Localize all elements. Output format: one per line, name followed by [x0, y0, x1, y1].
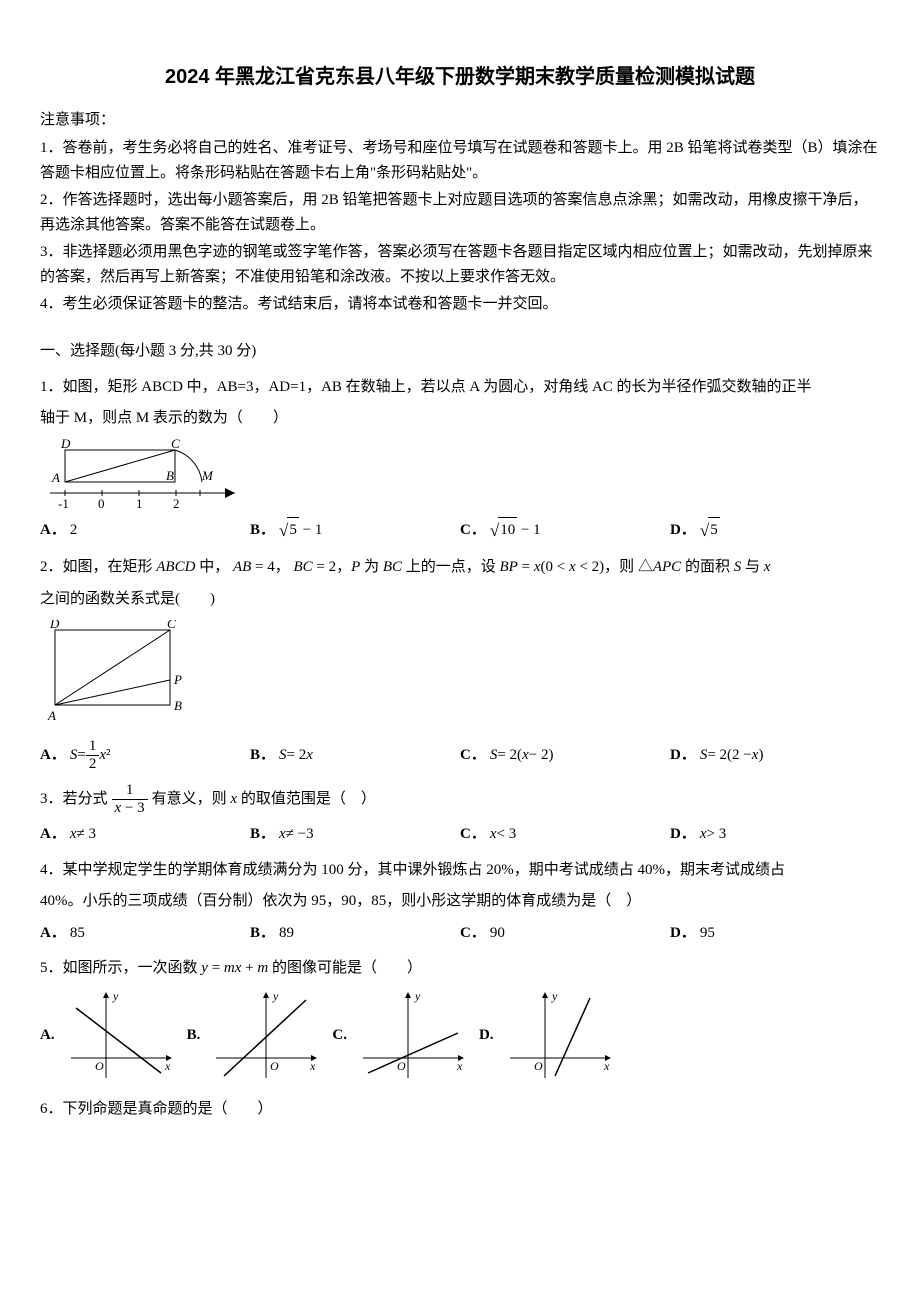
q1-options: A．2 B．5 − 1 C．10 − 1 D．5 — [40, 517, 880, 546]
q1-text-b: 轴于 M，则点 M 表示的数为（ ） — [40, 406, 880, 432]
q2-options: A． S = 12x² B．S = 2x C．S = 2(x − 2) D．S … — [40, 738, 880, 772]
q2-opt-a: A． S = 12x² — [40, 738, 250, 772]
q4-text-b: 40%。小乐的三项成绩（百分制）依次为 95，90，85，则小彤这学期的体育成绩… — [40, 889, 880, 915]
notice-4: 4．考生必须保证答题卡的整洁。考试结束后，请将本试卷和答题卡一并交回。 — [40, 292, 880, 318]
q2-opt-b: B．S = 2x — [250, 738, 460, 772]
q1-tick-2: 1 — [136, 496, 143, 511]
q1-label-A: A — [51, 470, 60, 485]
svg-text:y: y — [551, 989, 558, 1003]
svg-text:O: O — [95, 1059, 104, 1073]
q4-opt-a: A．85 — [40, 921, 250, 947]
q1-tick-3: 2 — [173, 496, 180, 511]
q4-opt-d: D．95 — [670, 921, 880, 947]
q1-label-C: C — [171, 438, 180, 451]
svg-text:O: O — [397, 1059, 406, 1073]
svg-text:y: y — [272, 989, 279, 1003]
q4-options: A．85 B．89 C．90 D．95 — [40, 921, 880, 947]
q6-text: 6．下列命题是真命题的是（ ） — [40, 1097, 880, 1123]
svg-text:y: y — [414, 989, 421, 1003]
q1-text-a: 1．如图，矩形 ABCD 中，AB=3，AD=1，AB 在数轴上，若以点 A 为… — [40, 375, 880, 401]
svg-text:x: x — [309, 1059, 316, 1073]
q5-opt-b: B. x y O — [187, 988, 327, 1083]
q2-label-A: A — [47, 708, 56, 723]
page-title: 2024 年黑龙江省克东县八年级下册数学期末教学质量检测模拟试题 — [40, 60, 880, 94]
q3-text: 3．若分式 1x − 3 有意义，则 x 的取值范围是（ ） — [40, 782, 880, 816]
q1-label-B: B — [166, 468, 174, 483]
q1-opt-d: D．5 — [670, 517, 880, 546]
q2-figure: D C P B A — [40, 620, 880, 730]
q2-opt-d: D．S = 2(2 − x) — [670, 738, 880, 772]
q3-opt-c: C．x < 3 — [460, 822, 670, 848]
q2-text-b: 之间的函数关系式是( ) — [40, 587, 880, 613]
notice-2: 2．作答选择题时，选出每小题答案后，用 2B 铅笔把答题卡上对应题目选项的答案信… — [40, 188, 880, 239]
notice-1: 1．答卷前，考生务必将自己的姓名、准考证号、考场号和座位号填写在试题卷和答题卡上… — [40, 136, 880, 187]
q5-options: A. x y O B. x y O C. x y O — [40, 988, 880, 1083]
q3-opt-d: D．x > 3 — [670, 822, 880, 848]
notice-3: 3．非选择题必须用黑色字迹的钢笔或签字笔作答，答案必须写在答题卡各题目指定区域内… — [40, 240, 880, 291]
q5-opt-d: D. x y O — [479, 988, 620, 1083]
q5-opt-c: C. x y O — [332, 988, 473, 1083]
q4-text-a: 4．某中学规定学生的学期体育成绩满分为 100 分，其中课外锻炼占 20%，期中… — [40, 858, 880, 884]
q1-tick-1: 0 — [98, 496, 105, 511]
q5-text: 5．如图所示，一次函数 y = mx + m 的图像可能是（ ） — [40, 956, 880, 982]
svg-text:y: y — [112, 989, 119, 1003]
q2-label-D: D — [49, 620, 60, 631]
q2-text-a: 2．如图，在矩形 ABCD 中， AB = 4， BC = 2，P 为 BC 上… — [40, 555, 880, 581]
svg-text:x: x — [164, 1059, 171, 1073]
q1-label-D: D — [60, 438, 71, 451]
svg-text:O: O — [534, 1059, 543, 1073]
q1-opt-c: C．10 − 1 — [460, 517, 670, 546]
q1-label-M: M — [201, 468, 214, 483]
q3-opt-b: B．x ≠ −3 — [250, 822, 460, 848]
q3-options: A．x ≠ 3 B．x ≠ −3 C．x < 3 D．x > 3 — [40, 822, 880, 848]
q2-label-C: C — [167, 620, 176, 631]
section-1-title: 一、选择题(每小题 3 分,共 30 分) — [40, 339, 880, 365]
q4-opt-c: C．90 — [460, 921, 670, 947]
q2-opt-c: C．S = 2(x − 2) — [460, 738, 670, 772]
q1-opt-a: A．2 — [40, 517, 250, 546]
svg-text:x: x — [603, 1059, 610, 1073]
q1-figure: D C A B M -1 0 1 2 — [40, 438, 880, 513]
svg-text:O: O — [270, 1059, 279, 1073]
q5-opt-a: A. x y O — [40, 988, 181, 1083]
q2-label-B: B — [174, 698, 182, 713]
q3-opt-a: A．x ≠ 3 — [40, 822, 250, 848]
svg-text:x: x — [456, 1059, 463, 1073]
q1-tick-0: -1 — [58, 496, 69, 511]
q1-opt-b: B．5 − 1 — [250, 517, 460, 546]
notice-heading: 注意事项： — [40, 108, 880, 134]
q2-label-P: P — [173, 672, 182, 687]
q4-opt-b: B．89 — [250, 921, 460, 947]
